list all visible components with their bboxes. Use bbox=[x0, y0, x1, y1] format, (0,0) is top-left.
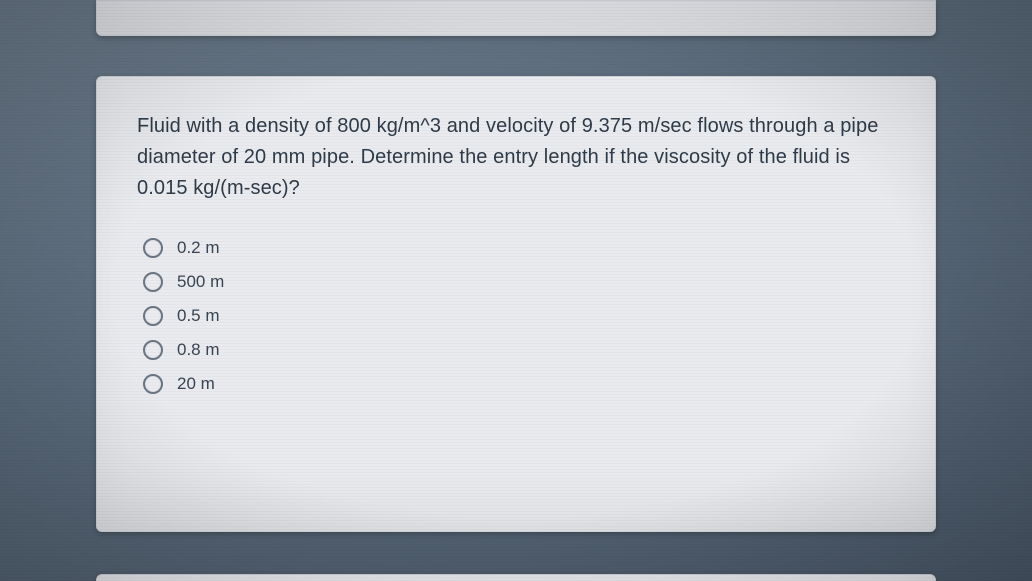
option-label: 0.8 m bbox=[177, 340, 220, 360]
option-4[interactable]: 20 m bbox=[143, 374, 895, 394]
radio-icon bbox=[143, 306, 163, 326]
option-2[interactable]: 0.5 m bbox=[143, 306, 895, 326]
option-0[interactable]: 0.2 m bbox=[143, 238, 895, 258]
option-1[interactable]: 500 m bbox=[143, 272, 895, 292]
options-group: 0.2 m 500 m 0.5 m 0.8 m 20 m bbox=[137, 238, 895, 394]
question-text: Fluid with a density of 800 kg/m^3 and v… bbox=[137, 111, 895, 204]
radio-icon bbox=[143, 238, 163, 258]
radio-icon bbox=[143, 340, 163, 360]
quiz-page: Fluid with a density of 800 kg/m^3 and v… bbox=[0, 0, 1032, 581]
previous-question-card-bottom bbox=[96, 0, 936, 36]
option-label: 500 m bbox=[177, 272, 224, 292]
question-card: Fluid with a density of 800 kg/m^3 and v… bbox=[96, 76, 936, 532]
radio-icon bbox=[143, 272, 163, 292]
option-3[interactable]: 0.8 m bbox=[143, 340, 895, 360]
option-label: 20 m bbox=[177, 374, 215, 394]
next-question-card-top: Mass flow rate is equal to.... bbox=[96, 574, 936, 581]
option-label: 0.2 m bbox=[177, 238, 220, 258]
option-label: 0.5 m bbox=[177, 306, 220, 326]
radio-icon bbox=[143, 374, 163, 394]
